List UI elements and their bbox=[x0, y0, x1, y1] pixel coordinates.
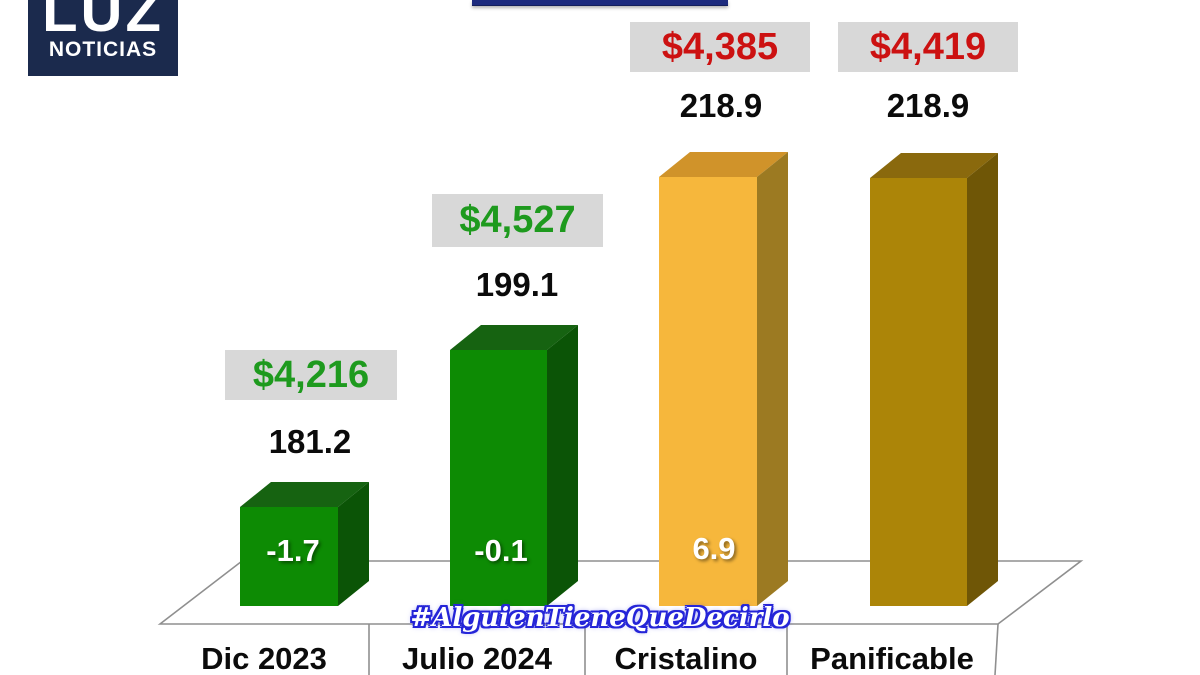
price-label-panificable: $4,419 bbox=[838, 22, 1018, 72]
bar-dic-2023-front-face bbox=[240, 507, 338, 606]
category-label-cristalino: Cristalino bbox=[614, 641, 758, 675]
bar-cristalino-side-face bbox=[757, 152, 788, 606]
price-label-cristalino: $4,385 bbox=[630, 22, 810, 72]
bar-cristalino-front-face bbox=[659, 177, 757, 606]
price-label-julio-2024: $4,527 bbox=[432, 194, 603, 247]
category-band-right-edge bbox=[994, 623, 999, 675]
bar-julio-2024 bbox=[450, 325, 578, 606]
bar-panificable bbox=[870, 153, 998, 606]
bar-dic-2023-side-face bbox=[338, 482, 369, 606]
logo-brand-text: LUZ bbox=[42, 0, 164, 44]
change-label-cristalino: 6.9 bbox=[692, 531, 736, 566]
value-label-cristalino: 218.9 bbox=[679, 87, 763, 124]
bar-julio-2024-top-face bbox=[450, 325, 578, 350]
category-label-julio-2024: Julio 2024 bbox=[402, 641, 552, 675]
value-label-panificable: 218.9 bbox=[886, 87, 970, 124]
bar-julio-2024-front-face bbox=[450, 350, 547, 606]
value-label-julio-2024: 199.1 bbox=[475, 266, 559, 303]
title-bar-cropped bbox=[472, 0, 728, 6]
price-label-dic-2023: $4,216 bbox=[225, 350, 397, 400]
change-label-julio-2024: -0.1 bbox=[474, 533, 528, 568]
bar-panificable-front-face bbox=[870, 178, 967, 606]
value-label-dic-2023: 181.2 bbox=[268, 423, 352, 460]
bar-julio-2024-side-face bbox=[547, 325, 578, 606]
chart-floor-plane bbox=[157, 560, 1084, 625]
logo-subtitle-text: NOTICIAS bbox=[48, 38, 158, 61]
bar-dic-2023-top-face bbox=[240, 482, 369, 507]
bar-cristalino-top-face bbox=[659, 152, 788, 177]
category-label-dic-2023: Dic 2023 bbox=[201, 641, 327, 675]
change-label-dic-2023: -1.7 bbox=[266, 533, 320, 568]
bar-panificable-side-face bbox=[967, 153, 998, 606]
bar-dic-2023 bbox=[240, 482, 369, 606]
watermark-hashtag: #AlguienTieneQueDecirlo bbox=[410, 603, 790, 633]
bar-panificable-top-face bbox=[870, 153, 998, 178]
category-label-panificable: Panificable bbox=[810, 641, 974, 675]
logo-luz-noticias: LUZ NOTICIAS bbox=[28, 0, 178, 76]
bar-cristalino bbox=[659, 152, 788, 606]
